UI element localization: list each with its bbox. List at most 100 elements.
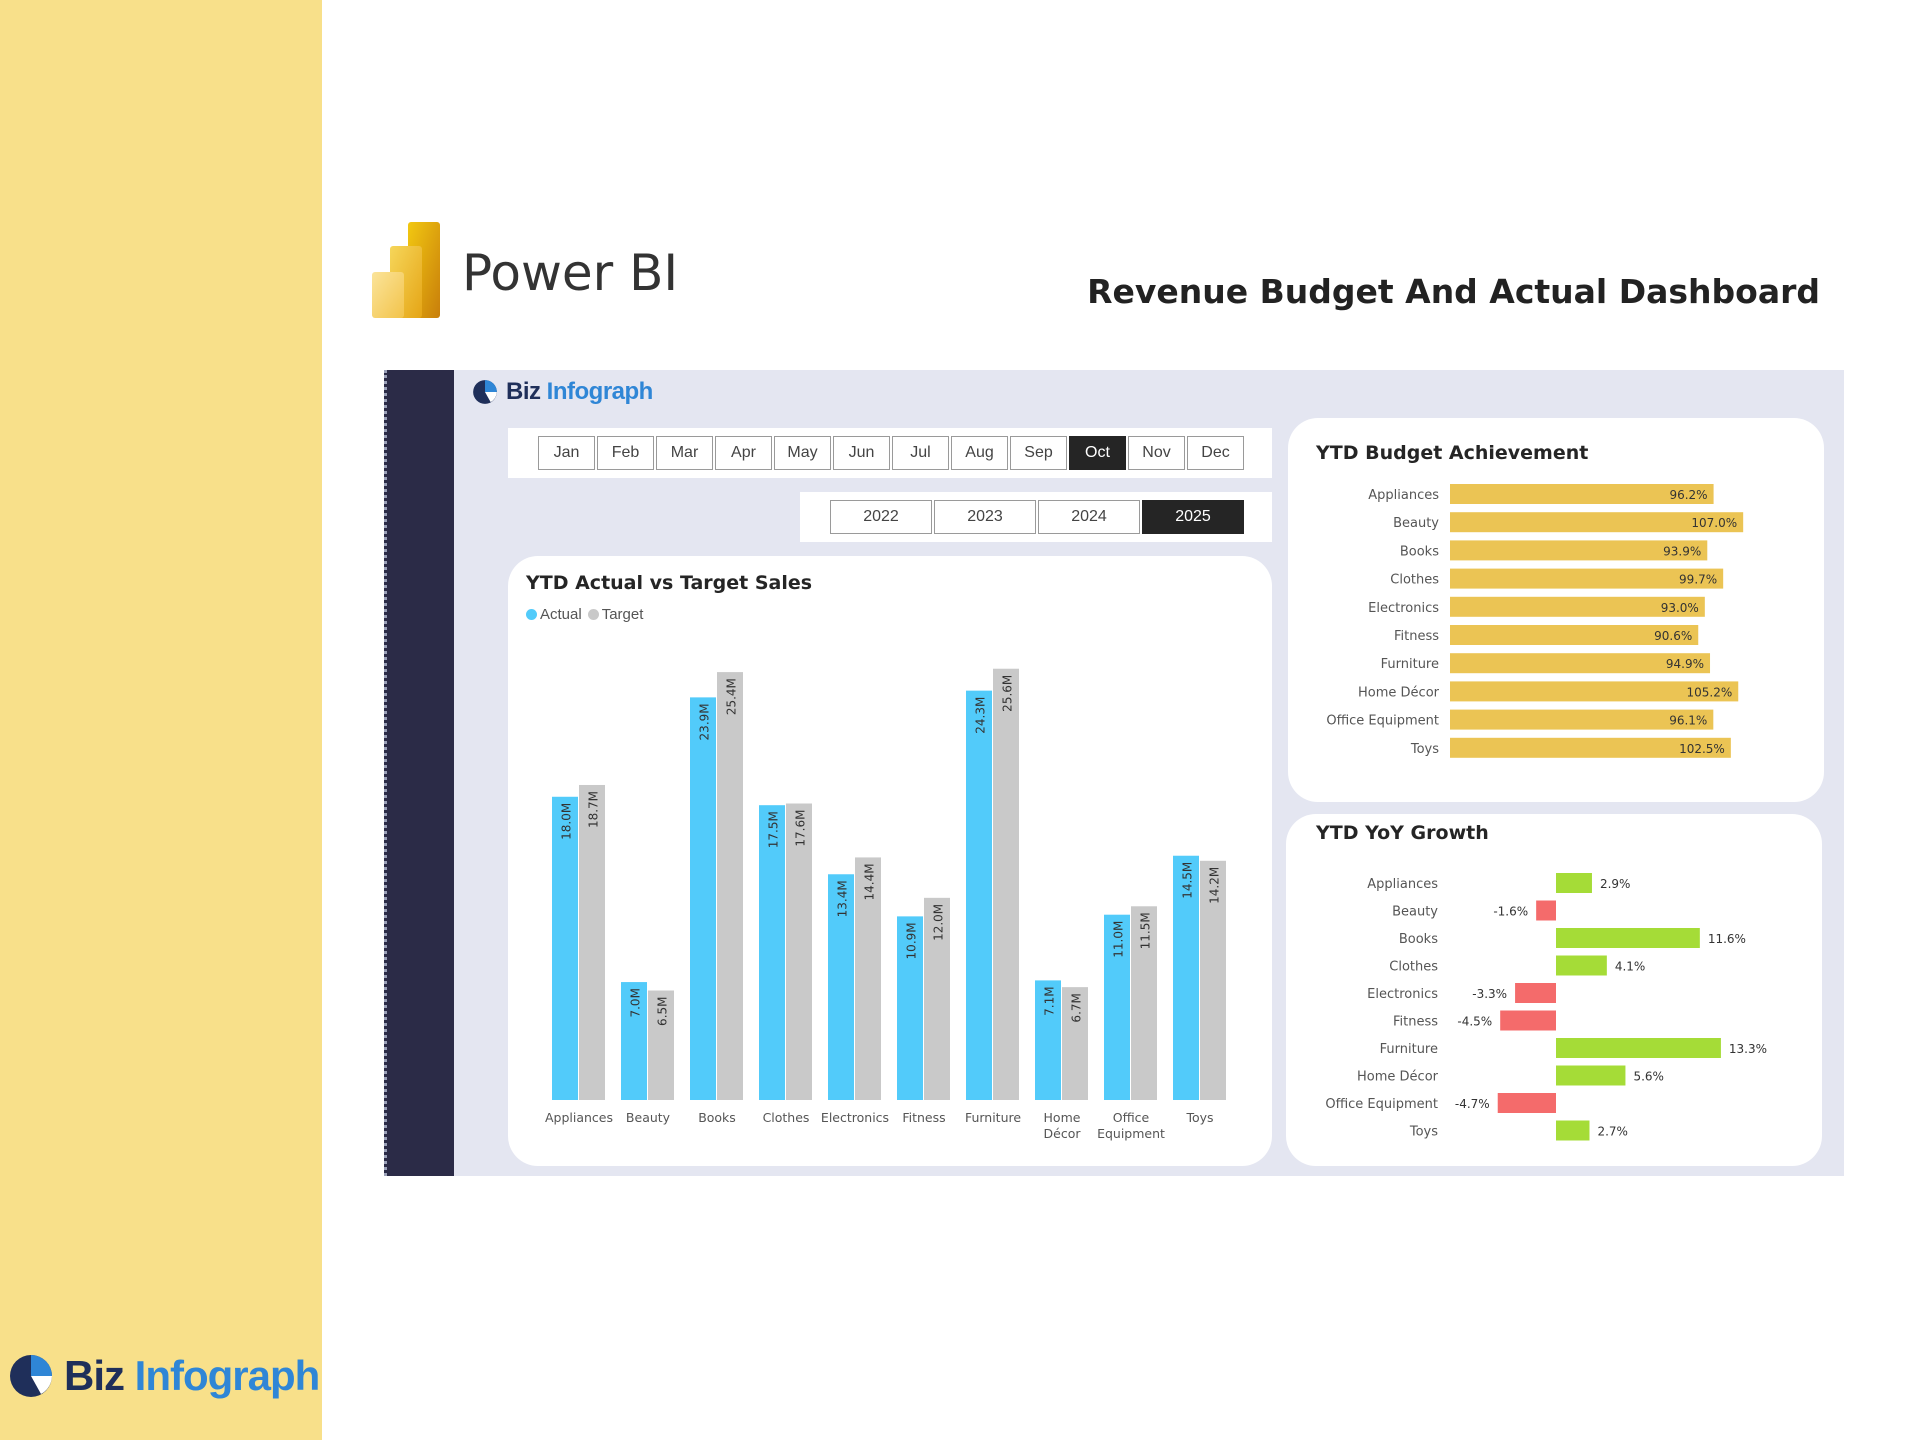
data-label-target-electronics: 14.4M (863, 863, 877, 900)
bar-target-appliances (579, 784, 605, 1100)
month-button-sep[interactable]: Sep (1010, 436, 1067, 470)
month-button-apr[interactable]: Apr (715, 436, 772, 470)
brand-biz: Biz (64, 1352, 125, 1399)
product-title: Power BI (462, 244, 679, 302)
data-label-target-fitness: 12.0M (932, 904, 946, 941)
dashboard-frame: Biz Infograph Jan Feb Mar Apr May Jun Jul Aug Se… (384, 370, 1844, 1176)
data-label-actual-home-d-cor: 7.1M (1043, 986, 1057, 1015)
category-label-books: Books (1399, 932, 1438, 947)
category-label-electronics: Electronics (1368, 601, 1439, 616)
legend-label-target: Target (601, 606, 644, 623)
bar-target-clothes (786, 803, 812, 1100)
legend-item-actual[interactable]: Actual (526, 606, 582, 623)
x-tick-label-home-d-cor: Home (1044, 1110, 1081, 1125)
x-tick-label-appliances: Appliances (545, 1110, 613, 1125)
actual-vs-target-card: YTD Actual vs Target Sales Actual Target… (508, 556, 1272, 1166)
biz-infograph-logo: Biz Infograph (8, 1352, 320, 1400)
bar-actual-beauty (621, 982, 647, 1100)
x-tick-label-electronics: Electronics (821, 1110, 889, 1125)
x-tick-label-fitness: Fitness (902, 1110, 945, 1125)
year-button-2024[interactable]: 2024 (1038, 500, 1140, 534)
year-button-2023[interactable]: 2023 (934, 500, 1036, 534)
data-label-target-beauty: 6.5M (656, 997, 670, 1026)
data-label-actual-toys: 14.5M (1181, 862, 1195, 899)
month-button-jan[interactable]: Jan (538, 436, 595, 470)
month-button-dec[interactable]: Dec (1187, 436, 1244, 470)
data-label-actual-appliances: 18.0M (560, 803, 574, 840)
month-button-oct[interactable]: Oct (1069, 436, 1126, 470)
budget-value-electronics: 93.0% (1661, 601, 1699, 615)
data-label-target-clothes: 17.6M (794, 810, 808, 847)
growth-bar-toys (1556, 1120, 1590, 1141)
growth-value-furniture: 13.3% (1729, 1042, 1767, 1056)
frame-brand-biz: Biz (506, 378, 541, 405)
category-label-appliances: Appliances (1367, 877, 1438, 892)
bar-target-fitness (924, 897, 950, 1100)
month-button-nov[interactable]: Nov (1128, 436, 1185, 470)
budget-achievement-card: YTD Budget Achievement Appliances 96.2% Be… (1288, 418, 1824, 802)
bar-actual-clothes (759, 805, 785, 1100)
growth-bar-fitness (1500, 1010, 1556, 1031)
data-label-actual-furniture: 24.3M (974, 697, 988, 734)
growth-bar-clothes (1556, 955, 1607, 976)
x-tick-label-office-equipment: Office (1113, 1110, 1150, 1125)
category-label-home-d-cor: Home Décor (1357, 1070, 1439, 1085)
budget-bar-clothes (1450, 568, 1724, 589)
growth-bar-home-d-cor (1556, 1065, 1626, 1086)
growth-value-home-d-cor: 5.6% (1633, 1070, 1664, 1084)
x-tick-label-home-d-cor: Décor (1044, 1126, 1082, 1141)
frame-brand-name: Biz Infograph (506, 378, 653, 406)
month-button-mar[interactable]: Mar (656, 436, 713, 470)
data-label-actual-books: 23.9M (698, 703, 712, 740)
budget-bar-electronics (1450, 596, 1705, 617)
month-button-jul[interactable]: Jul (892, 436, 949, 470)
budget-achievement-chart: Appliances 96.2% Beauty 107.0% Books 93.9% Clo… (1326, 484, 1744, 758)
bar-target-furniture (993, 668, 1019, 1100)
budget-bar-toys (1450, 737, 1731, 758)
legend-dot-actual (526, 609, 537, 620)
category-label-home-d-cor: Home Décor (1358, 685, 1440, 700)
nav-rail (384, 370, 454, 1176)
bar-target-toys (1200, 860, 1226, 1100)
category-label-clothes: Clothes (1389, 960, 1438, 975)
data-label-actual-electronics: 13.4M (836, 880, 850, 917)
budget-value-clothes: 99.7% (1679, 573, 1717, 587)
month-button-aug[interactable]: Aug (951, 436, 1008, 470)
budget-bar-home-d-cor (1450, 681, 1739, 702)
category-label-toys: Toys (1410, 742, 1439, 757)
bar-actual-office-equipment (1104, 914, 1130, 1100)
x-tick-label-furniture: Furniture (965, 1110, 1021, 1125)
category-label-furniture: Furniture (1380, 1042, 1438, 1057)
budget-value-books: 93.9% (1663, 544, 1701, 558)
growth-value-fitness: -4.5% (1457, 1015, 1492, 1029)
growth-bar-furniture (1556, 1038, 1721, 1058)
growth-value-books: 11.6% (1708, 932, 1746, 946)
month-button-feb[interactable]: Feb (597, 436, 654, 470)
budget-bar-fitness (1450, 625, 1699, 645)
year-button-2022[interactable]: 2022 (830, 500, 932, 534)
budget-value-toys: 102.5% (1679, 742, 1725, 756)
bar-actual-appliances (552, 796, 578, 1100)
category-label-fitness: Fitness (1394, 629, 1439, 644)
legend-item-target[interactable]: Target (587, 606, 644, 623)
data-label-actual-fitness: 10.9M (905, 922, 919, 959)
biz-infograph-logo-icon (10, 1355, 52, 1397)
category-label-office-equipment: Office Equipment (1326, 714, 1439, 729)
category-label-books: Books (1400, 544, 1439, 559)
budget-bar-furniture (1450, 653, 1711, 674)
yoy-growth-chart: Appliances 2.9% Beauty -1.6% Books 11.6% Cloth… (1325, 873, 1767, 1141)
month-button-jun[interactable]: Jun (833, 436, 890, 470)
month-slicer: Jan Feb Mar Apr May Jun Jul Aug Sep Oct Nov Dec (508, 428, 1272, 478)
data-label-actual-beauty: 7.0M (629, 988, 643, 1017)
bar-target-electronics (855, 857, 881, 1100)
category-label-clothes: Clothes (1390, 573, 1439, 588)
category-label-electronics: Electronics (1367, 987, 1438, 1002)
month-button-may[interactable]: May (774, 436, 831, 470)
year-button-2025[interactable]: 2025 (1142, 500, 1244, 534)
bar-target-books (717, 672, 743, 1100)
category-label-furniture: Furniture (1381, 657, 1439, 672)
budget-value-home-d-cor: 105.2% (1686, 685, 1732, 699)
chart-legend: Actual Target (526, 606, 649, 623)
bar-actual-home-d-cor (1035, 980, 1061, 1100)
